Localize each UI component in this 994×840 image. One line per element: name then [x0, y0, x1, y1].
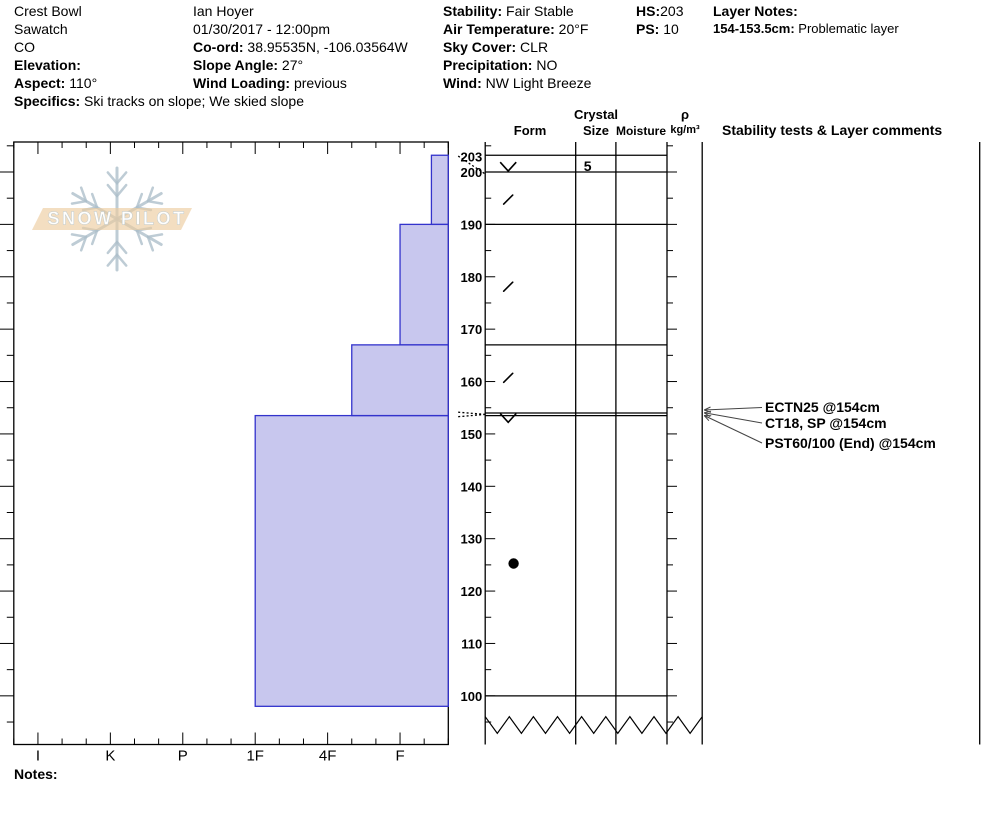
svg-text:1F: 1F [246, 748, 264, 765]
svg-text:203: 203 [460, 149, 482, 164]
svg-text:110: 110 [461, 636, 482, 651]
svg-text:ECTN25 @154cm: ECTN25 @154cm [765, 399, 880, 415]
svg-text:PST60/100 (End) @154cm: PST60/100 (End) @154cm [765, 435, 936, 451]
svg-text:Crystal: Crystal [574, 107, 618, 122]
svg-text:Size: Size [583, 123, 609, 138]
svg-text:CT18, SP @154cm: CT18, SP @154cm [765, 415, 887, 431]
svg-text:130: 130 [460, 532, 482, 547]
svg-text:5: 5 [584, 158, 592, 174]
svg-text:SNOW PILOT: SNOW PILOT [48, 209, 187, 229]
svg-text:140: 140 [460, 479, 482, 494]
svg-text:Form: Form [514, 123, 547, 138]
svg-text:P: P [178, 748, 188, 765]
svg-text:Moisture: Moisture [616, 124, 666, 138]
svg-text:160: 160 [460, 375, 482, 390]
svg-text:190: 190 [460, 217, 482, 232]
svg-text:200: 200 [460, 165, 482, 180]
svg-text:F: F [395, 748, 404, 765]
svg-text:170: 170 [460, 322, 482, 337]
svg-text:120: 120 [460, 584, 482, 599]
svg-text:100: 100 [460, 689, 482, 704]
svg-text:180: 180 [460, 270, 482, 285]
svg-text:kg/m³: kg/m³ [670, 124, 700, 136]
svg-text:ρ: ρ [681, 107, 689, 122]
svg-text:150: 150 [460, 427, 482, 442]
svg-text:4F: 4F [319, 748, 337, 765]
svg-text:K: K [105, 748, 115, 765]
svg-text:Stability tests & Layer commen: Stability tests & Layer comments [722, 122, 942, 138]
svg-text:I: I [36, 748, 40, 765]
